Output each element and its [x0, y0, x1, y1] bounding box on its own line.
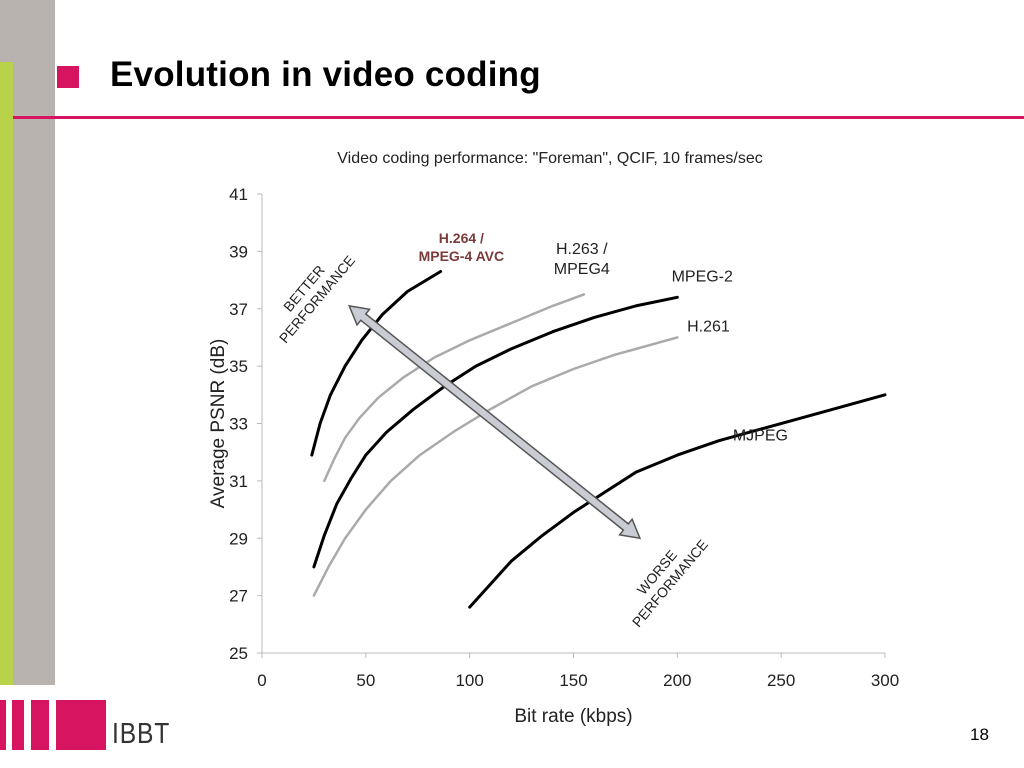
series-layer: H.264 / MPEG-4 AVC H.263 / MPEG4 MPEG-2 H.261… [310, 230, 887, 609]
series-label-4: MJPEG [733, 428, 788, 445]
x-tick-label: 100 [455, 671, 483, 690]
chart-title: Video coding performance: "Foreman", QCI… [337, 150, 762, 167]
x-tick-label: 300 [871, 671, 899, 690]
series-line-3 [312, 336, 679, 597]
page-number: 18 [970, 725, 989, 744]
series-line-1 [323, 293, 586, 483]
series-label-line: MJPEG [733, 428, 788, 445]
title-bullet-square [57, 66, 79, 88]
performance-arrow [348, 304, 642, 540]
series-line-2 [312, 295, 679, 569]
y-tick-label: 35 [229, 357, 248, 376]
series-label-0: H.264 / MPEG-4 AVC [419, 230, 505, 264]
series-label-line: MPEG4 [554, 261, 610, 278]
title-divider [13, 116, 1024, 119]
series-line-0 [310, 270, 443, 457]
series-label-line: H.261 [687, 319, 730, 336]
x-tick-label: 50 [356, 671, 375, 690]
series-label-1: H.263 / MPEG4 [554, 241, 610, 278]
worse-performance-label: WORSEPERFORMANCE [616, 525, 711, 630]
y-tick-label: 37 [229, 300, 248, 319]
series-label-3: H.261 [687, 319, 730, 336]
ibbt-logo [0, 700, 200, 750]
y-tick-label: 31 [229, 472, 248, 491]
x-tick-label: 200 [663, 671, 691, 690]
series-label-line: MPEG-2 [672, 268, 733, 285]
better-performance-label: BETTERPERFORMANCE [263, 241, 358, 346]
sidebar-green-stripe [0, 62, 13, 685]
logo-text: IBBT [112, 718, 171, 750]
x-axis-label: Bit rate (kbps) [514, 706, 632, 727]
series-label-line: MPEG-4 AVC [419, 248, 505, 264]
x-tick-label: 0 [257, 671, 266, 690]
y-tick-label: 39 [229, 242, 248, 261]
slide-title: Evolution in video coding [110, 55, 541, 94]
x-tick-label: 250 [767, 671, 795, 690]
y-axis-label: Average PSNR (dB) [208, 339, 229, 509]
y-tick-label: 29 [229, 529, 248, 548]
series-label-line: H.263 / [556, 241, 608, 258]
chart-axes: 25 27 29 31 33 35 37 39 41 0 50 100 150 200 250 300 [229, 185, 899, 690]
y-tick-label: 41 [229, 185, 248, 204]
series-line-4 [468, 393, 887, 609]
y-tick-label: 25 [229, 644, 248, 663]
annotation-layer: BETTERPERFORMANCE WORSEPERFORMANCE [263, 241, 711, 630]
x-tick-label: 150 [559, 671, 587, 690]
psnr-chart: Video coding performance: "Foreman", QCI… [208, 150, 899, 727]
series-label-2: MPEG-2 [672, 268, 733, 285]
y-tick-label: 27 [229, 587, 248, 606]
y-tick-label: 33 [229, 415, 248, 434]
series-label-line: H.264 / [439, 230, 484, 246]
performance-arrow-shape [348, 304, 642, 540]
